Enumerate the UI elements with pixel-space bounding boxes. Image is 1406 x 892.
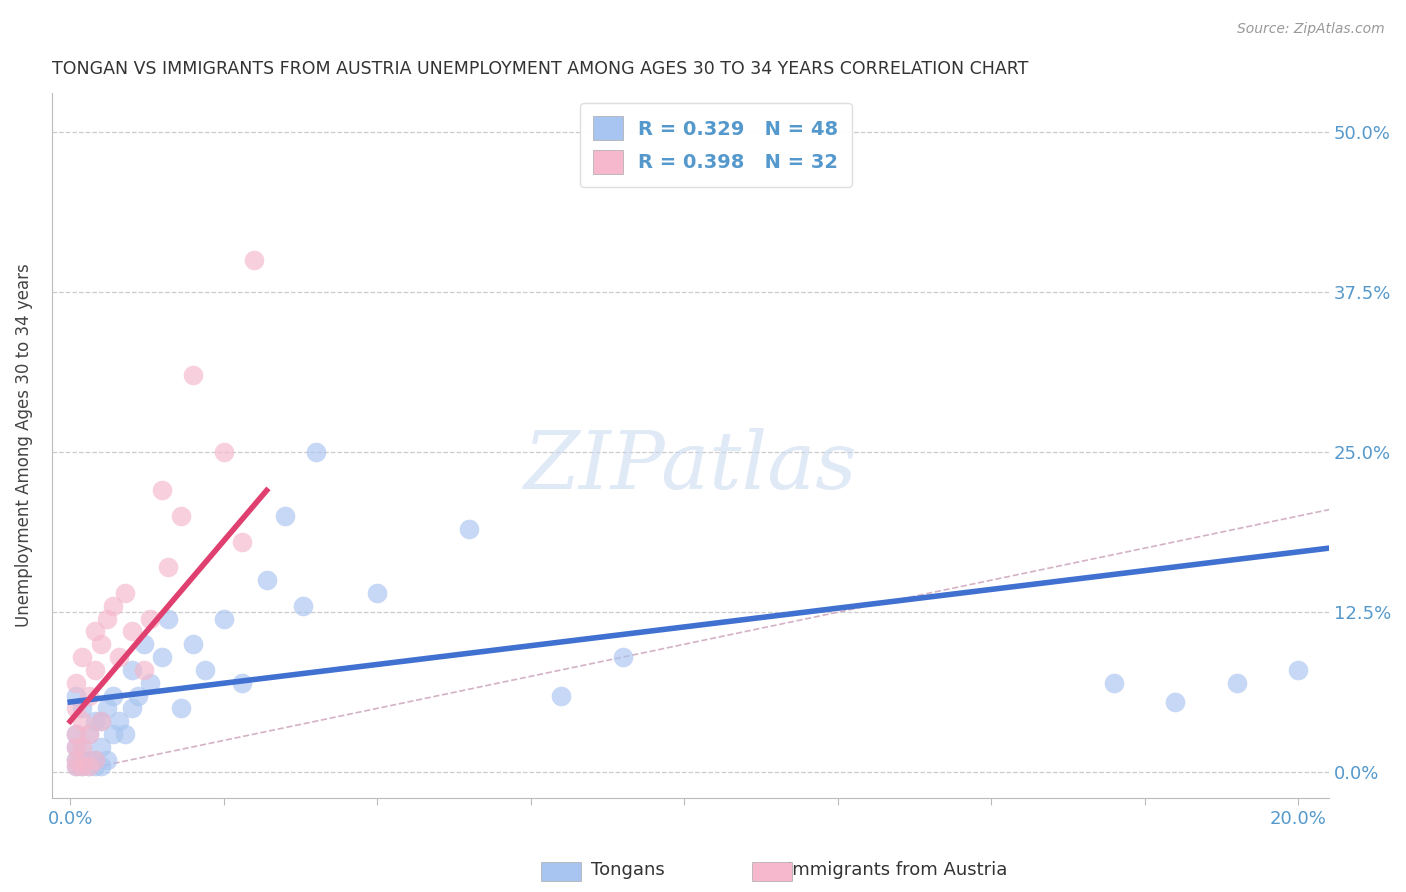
Text: TONGAN VS IMMIGRANTS FROM AUSTRIA UNEMPLOYMENT AMONG AGES 30 TO 34 YEARS CORRELA: TONGAN VS IMMIGRANTS FROM AUSTRIA UNEMPL… <box>52 60 1028 78</box>
Point <box>101 599 124 613</box>
Point <box>72 753 94 767</box>
Point <box>65 739 87 754</box>
Point <box>77 759 100 773</box>
Point <box>114 586 136 600</box>
Text: Source: ZipAtlas.com: Source: ZipAtlas.com <box>1237 22 1385 37</box>
Point <box>96 753 118 767</box>
Point <box>65 675 87 690</box>
Point <box>101 727 124 741</box>
Point <box>458 522 481 536</box>
Point <box>65 689 87 703</box>
Point <box>65 759 87 773</box>
Point <box>157 560 180 574</box>
Point <box>194 663 217 677</box>
Point <box>157 612 180 626</box>
Point <box>612 650 634 665</box>
Point <box>139 612 162 626</box>
Point <box>77 689 100 703</box>
Point <box>108 714 131 729</box>
Y-axis label: Unemployment Among Ages 30 to 34 years: Unemployment Among Ages 30 to 34 years <box>15 264 32 627</box>
Point <box>292 599 315 613</box>
Point <box>550 689 572 703</box>
Point <box>96 612 118 626</box>
Point <box>1226 675 1249 690</box>
Point <box>231 675 253 690</box>
Point <box>132 637 155 651</box>
Point <box>77 727 100 741</box>
Point <box>90 637 112 651</box>
Point <box>72 739 94 754</box>
Point <box>77 727 100 741</box>
Point <box>256 573 278 587</box>
Point <box>72 759 94 773</box>
Point <box>1286 663 1309 677</box>
Point <box>243 252 266 267</box>
Point <box>90 714 112 729</box>
Point <box>132 663 155 677</box>
Point <box>139 675 162 690</box>
Text: ZIPatlas: ZIPatlas <box>523 428 858 506</box>
Point <box>65 701 87 715</box>
Point <box>90 739 112 754</box>
Point <box>274 509 297 524</box>
Point <box>150 483 173 498</box>
Point <box>181 368 204 382</box>
Point <box>83 753 105 767</box>
Point <box>101 689 124 703</box>
Point <box>65 753 87 767</box>
Point <box>1164 695 1187 709</box>
Point <box>72 739 94 754</box>
Point <box>77 759 100 773</box>
Point <box>121 624 143 639</box>
Point <box>366 586 388 600</box>
Point <box>77 753 100 767</box>
Point <box>83 714 105 729</box>
Point <box>170 509 193 524</box>
Point <box>72 650 94 665</box>
Point <box>305 445 328 459</box>
Text: Immigrants from Austria: Immigrants from Austria <box>787 861 1008 879</box>
Point <box>231 534 253 549</box>
Point <box>1102 675 1125 690</box>
Point <box>90 714 112 729</box>
Point <box>127 689 149 703</box>
Point <box>65 753 87 767</box>
Point <box>83 759 105 773</box>
Point <box>65 727 87 741</box>
Point <box>65 739 87 754</box>
Point <box>65 727 87 741</box>
Point <box>170 701 193 715</box>
Legend: R = 0.329   N = 48, R = 0.398   N = 32: R = 0.329 N = 48, R = 0.398 N = 32 <box>579 103 852 187</box>
Point <box>114 727 136 741</box>
Point <box>212 612 235 626</box>
Point <box>83 663 105 677</box>
Point <box>121 701 143 715</box>
Point <box>72 759 94 773</box>
Point <box>96 701 118 715</box>
Point <box>181 637 204 651</box>
Point <box>108 650 131 665</box>
Point <box>72 714 94 729</box>
Point <box>212 445 235 459</box>
Point <box>72 701 94 715</box>
Point <box>90 759 112 773</box>
Point <box>83 624 105 639</box>
Point <box>150 650 173 665</box>
Point <box>121 663 143 677</box>
Point <box>83 753 105 767</box>
Text: Tongans: Tongans <box>591 861 664 879</box>
Point <box>65 759 87 773</box>
